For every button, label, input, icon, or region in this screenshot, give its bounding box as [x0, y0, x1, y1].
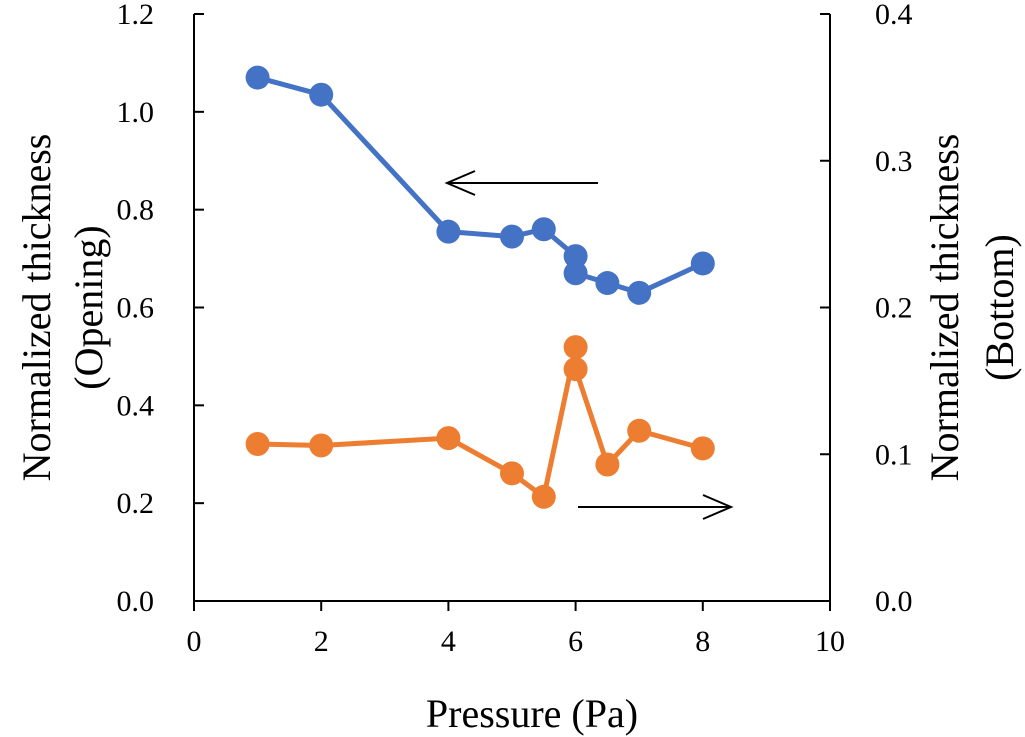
data-point-bottom [245, 431, 270, 456]
data-point-opening [595, 271, 620, 296]
data-point-bottom [690, 436, 715, 461]
data-point-opening [563, 244, 588, 269]
x-tick-label: 0 [187, 625, 202, 658]
x-tick-label: 4 [441, 625, 456, 658]
data-point-opening [436, 219, 461, 244]
data-point-opening [531, 217, 556, 242]
data-point-opening [690, 251, 715, 276]
left-y-axis-title-sub: (Opening) [66, 225, 111, 389]
x-tick-label: 8 [695, 625, 710, 658]
right-y-axis-title-sub: (Bottom) [977, 234, 1022, 381]
right-y-axis-title: Normalized thickness [922, 134, 967, 482]
left-y-tick-label: 0.6 [117, 292, 155, 325]
right-y-tick-label: 0.0 [875, 585, 913, 618]
right-y-tick-label: 0.2 [875, 292, 913, 325]
data-point-opening [245, 65, 270, 90]
left-y-axis-title: Normalized thickness [14, 134, 59, 482]
left-y-tick-label: 0.8 [117, 194, 155, 227]
x-tick-label: 10 [815, 625, 845, 658]
right-y-tick-label: 0.4 [875, 0, 913, 31]
left-y-tick-label: 1.2 [117, 0, 155, 31]
data-point-opening [627, 280, 652, 305]
data-point-bottom [436, 426, 461, 451]
data-point-bottom [595, 452, 620, 477]
right-arrow-head [702, 494, 734, 520]
data-point-bottom [627, 418, 652, 443]
data-point-bottom [500, 461, 524, 486]
data-point-opening [563, 261, 588, 286]
data-point-bottom [563, 335, 588, 360]
data-point-bottom [563, 357, 588, 382]
left-y-tick-label: 1.0 [117, 96, 155, 129]
x-axis-title: Pressure (Pa) [426, 691, 638, 736]
x-tick-label: 2 [314, 625, 329, 658]
data-point-bottom [309, 433, 334, 458]
data-point-opening [500, 224, 524, 249]
plot-area: 0 2 4 6 8 10 0.0 0.2 0.4 0.6 0.8 1.0 1.2 0.0 0.1 0.2 0.3… [14, 0, 1022, 736]
series-line-opening [256, 75, 704, 296]
left-y-tick-label: 0.0 [117, 585, 155, 618]
data-point-bottom [531, 484, 556, 509]
data-point-opening [309, 82, 334, 107]
x-tick-label: 6 [568, 625, 583, 658]
right-y-tick-label: 0.1 [875, 438, 913, 471]
left-arrow-head [444, 170, 476, 196]
series-line-bottom [257, 344, 704, 500]
left-y-tick-label: 0.2 [117, 487, 155, 520]
right-y-tick-label: 0.3 [875, 145, 913, 178]
left-y-tick-label: 0.4 [117, 389, 155, 422]
